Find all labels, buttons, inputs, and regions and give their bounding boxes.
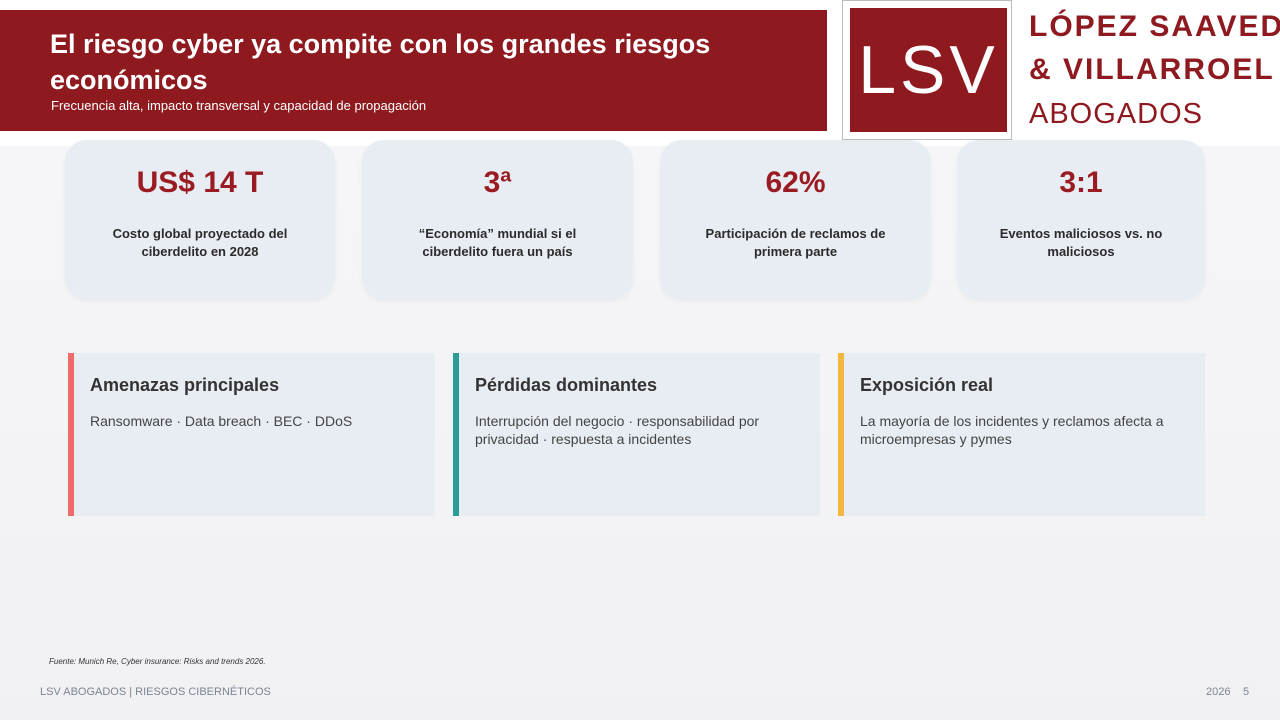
- title: El riesgo cyber ya compite con los grand…: [50, 29, 711, 95]
- footer-label: LSV ABOGADOS | RIESGOS CIBERNÉTICOS: [40, 686, 271, 698]
- footer-year: 2026: [1206, 686, 1231, 698]
- info-card: Amenazas principales Ransomware · Data b…: [68, 353, 435, 516]
- stat-value: 3:1: [1059, 166, 1103, 199]
- card-body: Interrupción del negocio · responsabilid…: [475, 413, 760, 447]
- stat-card: 62% Participación de reclamos de primera…: [660, 140, 931, 300]
- header-bar: [0, 10, 827, 131]
- stat-label: “Economía” mundial si el ciberdelito fue…: [418, 226, 577, 259]
- stat-card: US$ 14 T Costo global proyectado del cib…: [65, 140, 335, 300]
- stat-label: Eventos maliciosos vs. no maliciosos: [999, 226, 1163, 259]
- stat-value: 62%: [765, 166, 826, 199]
- card-title: Exposición real: [860, 375, 994, 395]
- source-note: Fuente: Munich Re, Cyber insurance: Risk…: [49, 657, 266, 666]
- logo-text: & VILLARROEL: [1029, 53, 1275, 86]
- subtitle: Frecuencia alta, impacto transversal y c…: [51, 98, 427, 113]
- stat-label: Participación de reclamos de primera par…: [705, 226, 886, 259]
- card-body: Ransomware · Data breach · BEC · DDoS: [90, 413, 353, 429]
- logo-text: ABOGADOS: [1029, 98, 1203, 130]
- stat-label: Costo global proyectado del ciberdelito …: [112, 226, 288, 259]
- stat-value: US$ 14 T: [136, 166, 264, 199]
- card-body: La mayoría de los incidentes y reclamos …: [860, 413, 1164, 447]
- stat-value: 3ª: [483, 166, 512, 199]
- info-card: Exposición real La mayoría de los incide…: [838, 353, 1205, 516]
- stat-card: 3:1 Eventos maliciosos vs. no maliciosos: [957, 140, 1205, 300]
- stat-card: 3ª “Economía” mundial si el ciberdelito …: [362, 140, 633, 300]
- page-number: 5: [1243, 686, 1250, 698]
- card-title: Amenazas principales: [90, 375, 280, 395]
- logo-text: LÓPEZ SAAVEDRA: [1029, 10, 1280, 43]
- info-card: Pérdidas dominantes Interrupción del neg…: [453, 353, 820, 516]
- logo-mark: LSV: [850, 8, 1007, 132]
- card-title: Pérdidas dominantes: [475, 375, 658, 395]
